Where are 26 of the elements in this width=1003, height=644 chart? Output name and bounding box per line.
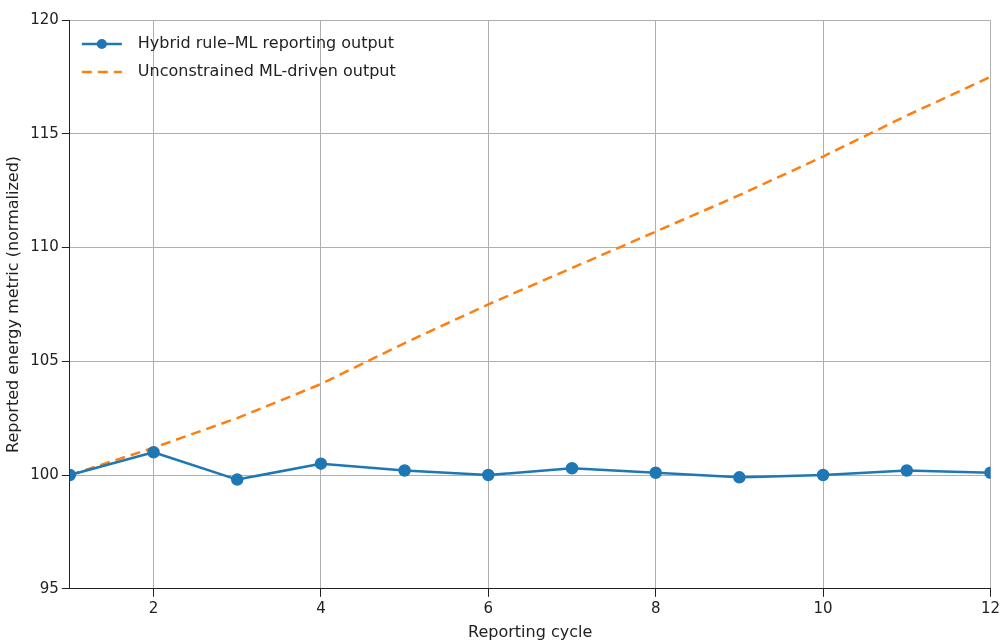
point — [900, 464, 914, 477]
point — [230, 473, 244, 486]
x-tick-label: 12 — [980, 598, 1000, 617]
point — [816, 468, 830, 482]
y-tick-label: 100 — [30, 464, 59, 483]
point — [649, 466, 662, 480]
x-tick-label: 6 — [483, 598, 494, 617]
y-tick-label: 120 — [30, 9, 59, 28]
x-tick-label: 10 — [813, 598, 833, 617]
y-tick-label: 105 — [30, 351, 59, 370]
point — [733, 471, 746, 484]
point — [565, 461, 579, 475]
y-tick-label: 95 — [39, 578, 59, 597]
y-axis-title: Reported energy metric (normalized) — [2, 155, 22, 453]
point — [314, 457, 328, 470]
y-tick-label: 115 — [30, 123, 59, 142]
point — [482, 468, 495, 482]
x-tick-label: 4 — [316, 598, 326, 617]
point — [147, 446, 160, 459]
legend-label: Hybrid rule–ML reporting output — [137, 33, 395, 53]
x-tick-label: 8 — [650, 598, 661, 617]
y-tick-label: 110 — [30, 237, 59, 256]
point — [398, 464, 411, 477]
legend-label: Unconstrained ML-driven output — [137, 61, 396, 81]
x-axis-title: Reporting cycle — [468, 621, 593, 641]
x-tick-label: 2 — [148, 598, 159, 617]
